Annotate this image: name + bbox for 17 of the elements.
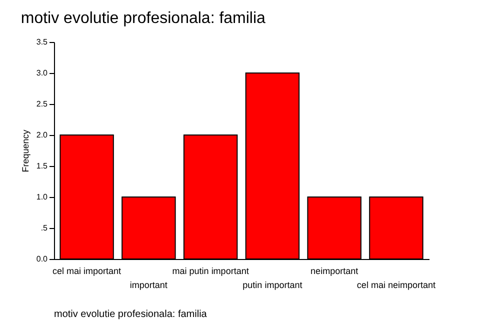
x-tick-label: mai putin important — [172, 266, 250, 276]
x-tick-label: putin important — [242, 280, 303, 290]
chart-title: motiv evolutie profesionala: familia — [20, 10, 266, 27]
y-axis-title: Frequency — [20, 129, 30, 172]
x-tick-label: neimportant — [310, 266, 359, 276]
y-tick-label: 2.5 — [36, 100, 48, 108]
x-tick-label: cel mai important — [52, 266, 122, 276]
y-tick-label: .5 — [40, 224, 48, 232]
x-axis-title: motiv evolutie profesionala: familia — [54, 309, 208, 320]
y-tick-label: 2.0 — [36, 130, 48, 140]
x-tick-label: cel mai neimportant — [356, 280, 436, 290]
y-tick-label: 3.0 — [36, 68, 48, 78]
y-tick-label: 1.5 — [36, 162, 48, 170]
y-tick-label: 0.0 — [36, 254, 48, 264]
y-tick-label: 3.5 — [36, 38, 48, 46]
x-tick-label: important — [130, 280, 168, 290]
y-tick-label: 1.0 — [36, 192, 48, 202]
